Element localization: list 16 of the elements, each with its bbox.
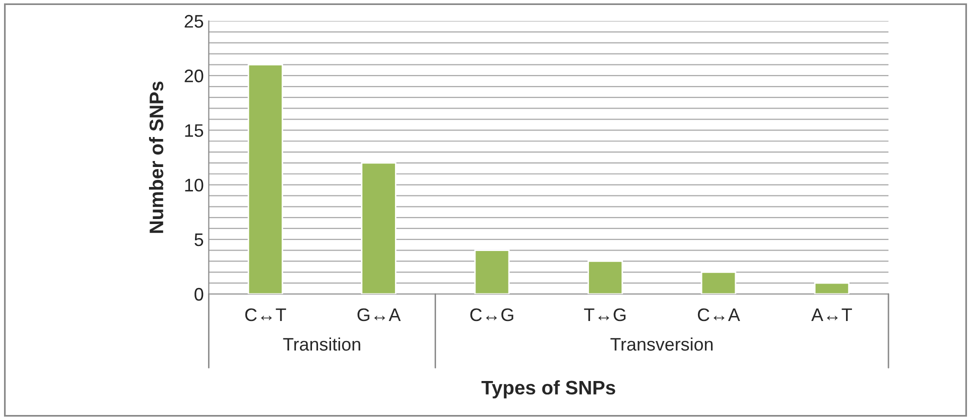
y-axis-title: Number of SNPs — [149, 82, 164, 233]
y-tick-label: 0 — [194, 288, 204, 301]
x-axis-title: Types of SNPs — [481, 380, 616, 398]
x-tick-label: C↔T — [245, 308, 286, 322]
x-tick-label: C↔G — [470, 308, 514, 322]
y-tick-label: 25 — [184, 14, 204, 28]
x-tick-label: T↔G — [584, 308, 626, 322]
y-tick-label: 20 — [184, 70, 204, 82]
x-tick-label: G↔A — [358, 308, 401, 322]
y-tick-label: 5 — [194, 234, 204, 246]
x-tick-label: A↔T — [811, 308, 852, 321]
y-tick-label: 10 — [185, 178, 204, 192]
x-tick-label: C↔A — [698, 308, 740, 322]
text: Transition — [283, 337, 360, 351]
y-tick-label: 15 — [185, 124, 204, 137]
text: Transversion — [610, 337, 713, 351]
